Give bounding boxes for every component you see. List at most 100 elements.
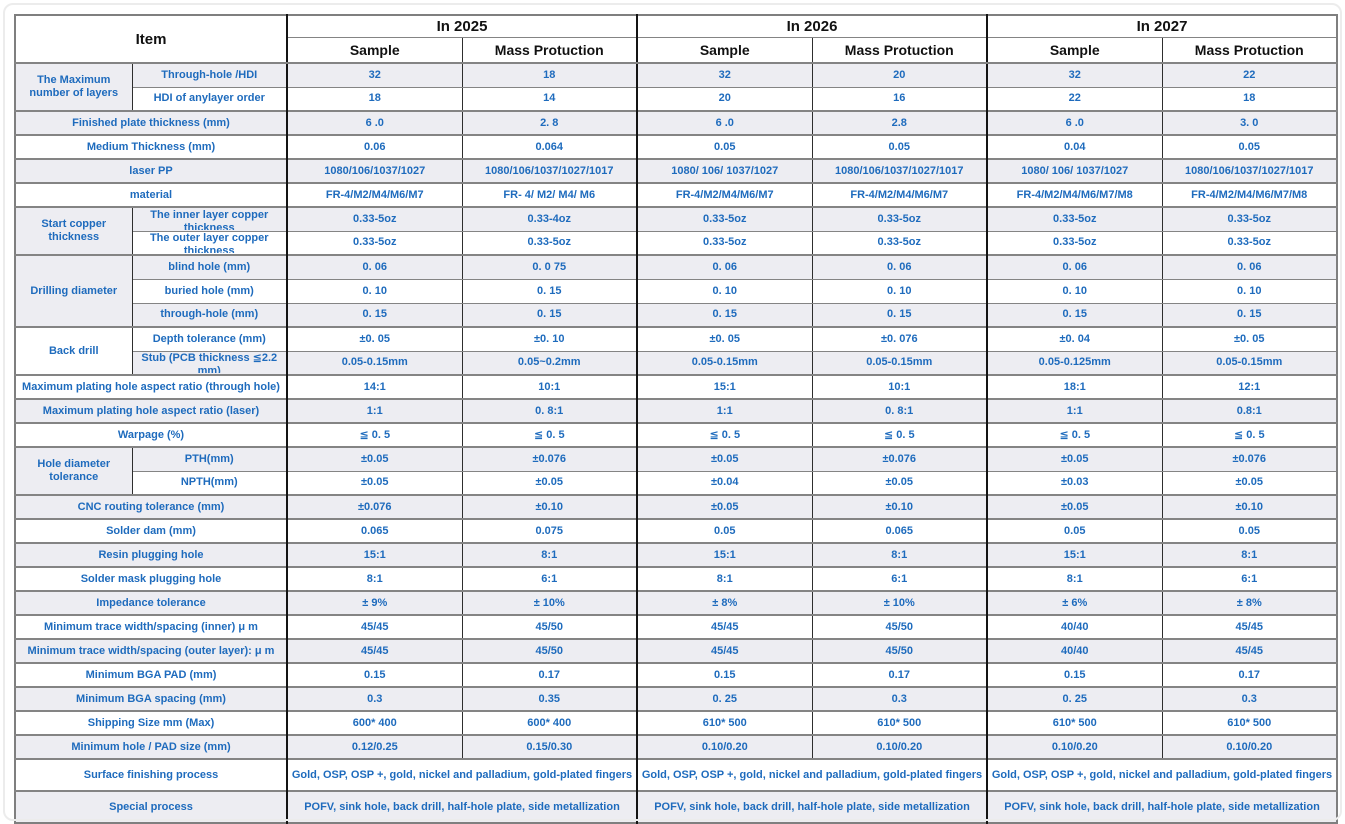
value-cell-text: 0.3 <box>1241 692 1257 705</box>
value-cell: 1:1 <box>286 398 463 424</box>
value-cell-text: ±0.05 <box>1061 452 1089 465</box>
value-cell-text: 6:1 <box>1241 572 1258 585</box>
value-cell-text: 0. 06 <box>1237 260 1262 273</box>
value-cell-text: 45/45 <box>360 644 389 657</box>
table-row: Hole diameter tolerance PTH(mm) ±0.05 ±0.07… <box>14 446 1338 496</box>
value-cell-text: 0. 06 <box>712 260 737 273</box>
value-cell: 0.05-0.15mm <box>636 350 813 376</box>
value-cell: 6:1 <box>811 566 988 592</box>
value-cell: 0.065 <box>286 518 463 544</box>
value-cell-text: 0.33-5oz <box>877 212 921 225</box>
row-label: Resin plugging hole <box>14 542 288 568</box>
value-cell-text: 0. 10 <box>712 284 737 297</box>
table-row: Minimum hole / PAD size (mm) 0.12/0.25 0.1… <box>14 734 1338 760</box>
table-body: The Maximum number of layers Through-hole… <box>14 62 1338 824</box>
value-cell: 0. 10 <box>986 278 1163 304</box>
value-cell-text: 0. 15 <box>1237 308 1262 321</box>
value-cell-text: 0.33-5oz <box>877 236 921 249</box>
value-cell-text: 1:1 <box>366 404 383 417</box>
value-cell: 0.05 <box>811 134 988 160</box>
row-label: Minimum BGA PAD (mm) <box>14 662 288 688</box>
table-row: Maximum plating hole aspect ratio (laser… <box>14 398 1338 424</box>
value-cell-text: 0.33-5oz <box>1053 212 1097 225</box>
value-cell-text: 0.05-0.15mm <box>341 356 408 369</box>
table-row: CNC routing tolerance (mm) ±0.076 ±0.10 ±0.… <box>14 494 1338 520</box>
value-cell-text: 0.06 <box>364 140 386 153</box>
value-cell-text: 610* 500 <box>702 716 747 729</box>
value-cell-text: 0.05-0.125mm <box>1038 356 1111 369</box>
value-cell-text: ±0.076 <box>532 452 567 465</box>
value-cell: 0.15 <box>286 662 463 688</box>
value-cell-text: ±0.10 <box>885 500 913 513</box>
value-cell-text: 0. 15 <box>362 308 387 321</box>
value-cell-text: 18 <box>1243 92 1256 105</box>
value-cell: 610* 500 <box>1161 710 1338 736</box>
value-cell: 32 <box>636 62 813 88</box>
value-cell-text: 0.33-5oz <box>527 236 571 249</box>
value-cell-text: 610* 500 <box>1227 716 1272 729</box>
value-cell: 40/40 <box>986 638 1163 664</box>
value-cell: ±0.10 <box>811 494 988 520</box>
value-cell-merged: Gold, OSP, OSP +, gold, nickel and palla… <box>986 758 1338 792</box>
value-cell-text: 0.065 <box>360 524 389 537</box>
value-cell-text: 0. 15 <box>887 308 912 321</box>
value-cell: 0. 06 <box>286 254 463 280</box>
value-cell-text: ±0.04 <box>711 476 739 489</box>
row-label: The inner layer copper thickness <box>131 206 288 232</box>
value-cell-text: 8:1 <box>1241 548 1258 561</box>
value-cell-text: FR- 4/ M2/ M4/ M6 <box>503 188 596 201</box>
value-cell-text: 14:1 <box>363 380 386 393</box>
value-cell: FR-4/M2/M4/M6/M7 <box>636 182 813 208</box>
value-cell-text: 40/40 <box>1060 620 1089 633</box>
value-cell: 0.05 <box>636 518 813 544</box>
value-cell: 45/50 <box>461 614 638 640</box>
value-cell-text: ≦ 0. 5 <box>883 428 915 441</box>
table-row: Stub (PCB thickness ≦2.2 mm) 0.05-0.15mm 0… <box>15 350 1338 376</box>
value-cell: 16 <box>811 86 988 112</box>
category-label-text: Drilling diameter <box>30 284 118 297</box>
value-cell-text: 0. 8:1 <box>885 404 914 417</box>
value-cell-text: 0.05 <box>888 140 910 153</box>
row-label: through-hole (mm) <box>131 302 288 328</box>
value-cell-text: 0.05-0.15mm <box>691 356 758 369</box>
value-cell: ±0.04 <box>636 470 813 496</box>
row-label: Special process <box>14 790 288 824</box>
row-label: Minimum trace width/spacing (outer layer… <box>14 638 288 664</box>
table-row: Minimum BGA PAD (mm) 0.15 0.17 0.15 0.17 0.15… <box>14 662 1338 688</box>
table-row: Finished plate thickness (mm) 6 .0 2. 8 6 .… <box>14 110 1338 136</box>
value-cell: 0.05 <box>636 134 813 160</box>
row-label-text: material <box>129 188 173 201</box>
value-cell: 0.33-5oz <box>811 206 988 232</box>
table-row: Special process POFV, sink hole, back dri… <box>14 790 1338 824</box>
col-header-2025-sample: Sample <box>286 36 463 64</box>
value-cell-text: 8:1 <box>1066 572 1083 585</box>
value-cell: 0.06 <box>286 134 463 160</box>
value-cell-text: 0.05 <box>714 524 736 537</box>
value-cell: 22 <box>1161 62 1338 88</box>
col-header-2027-mass: Mass Protuction <box>1161 36 1338 64</box>
value-cell: 0.3 <box>286 686 463 712</box>
value-cell-text: 0.04 <box>1064 140 1086 153</box>
value-cell: ± 10% <box>461 590 638 616</box>
value-cell: 32 <box>986 62 1163 88</box>
value-cell-text: 0.10/0.20 <box>701 740 748 753</box>
value-cell: 6 .0 <box>286 110 463 136</box>
value-cell: 45/45 <box>636 638 813 664</box>
value-cell-merged-text: POFV, sink hole, back drill, half-hole p… <box>1004 800 1320 813</box>
value-cell: 0.05-0.15mm <box>811 350 988 376</box>
row-label-text: Shipping Size mm (Max) <box>87 716 215 729</box>
value-cell: 0.33-5oz <box>286 230 463 256</box>
value-cell: 0.04 <box>986 134 1163 160</box>
category-label: The Maximum number of layers <box>14 62 133 112</box>
value-cell: FR-4/M2/M4/M6/M7 <box>811 182 988 208</box>
value-cell-text: 6 .0 <box>715 116 734 129</box>
value-cell-text: FR-4/M2/M4/M6/M7 <box>850 188 949 201</box>
value-cell: 0.05-0.15mm <box>286 350 463 376</box>
value-cell: ≦ 0. 5 <box>811 422 988 448</box>
item-header: Item <box>14 14 288 64</box>
value-cell-text: 0.05-0.15mm <box>866 356 933 369</box>
value-cell: 0. 06 <box>1161 254 1338 280</box>
value-cell: 0. 25 <box>636 686 813 712</box>
value-cell-text: 1:1 <box>1066 404 1083 417</box>
